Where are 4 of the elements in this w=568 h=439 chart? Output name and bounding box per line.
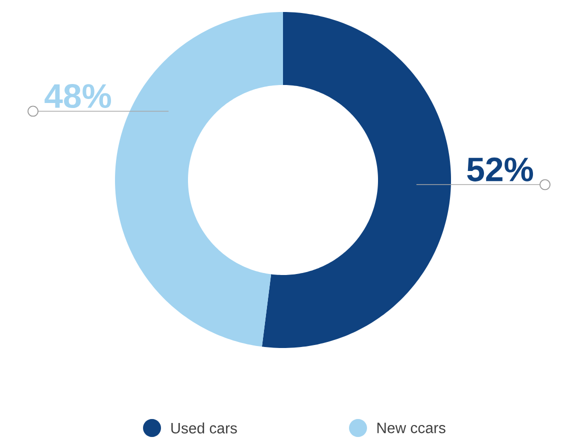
data-label: 52% — [467, 157, 534, 182]
legend-label: New ccars — [377, 422, 446, 434]
legend-label: Used cars — [171, 422, 237, 434]
data-label: 48% — [44, 84, 112, 108]
